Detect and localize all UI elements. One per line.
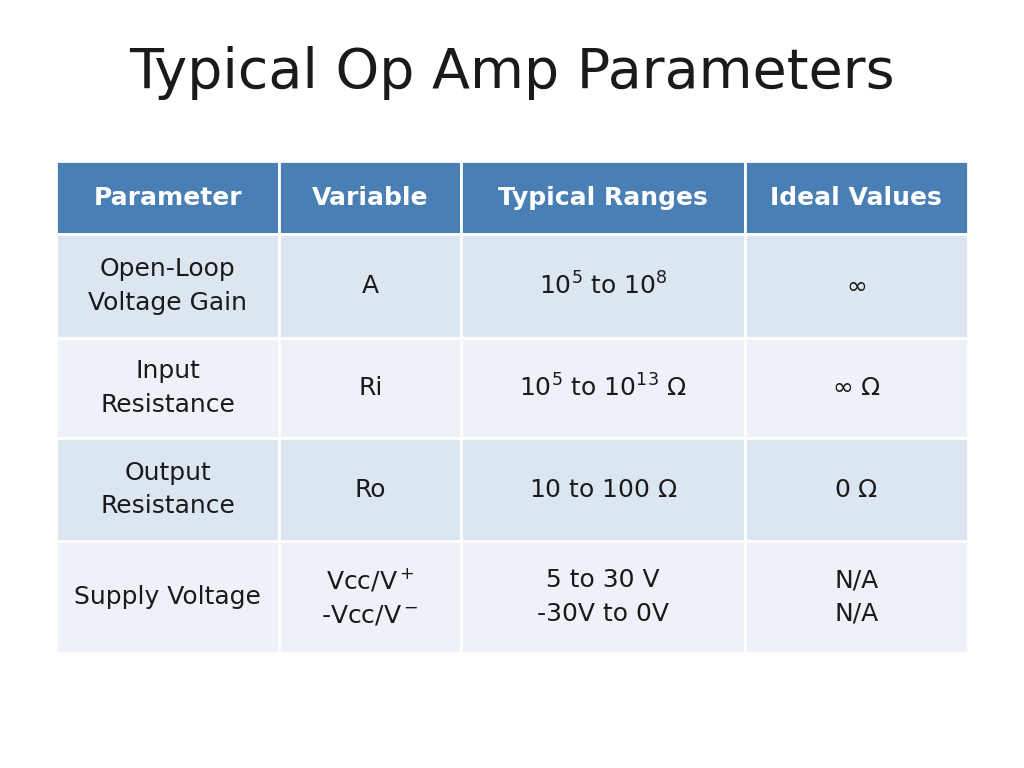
- Text: Variable: Variable: [312, 186, 428, 210]
- Text: Typical Op Amp Parameters: Typical Op Amp Parameters: [129, 46, 895, 100]
- FancyBboxPatch shape: [280, 438, 462, 541]
- FancyBboxPatch shape: [280, 541, 462, 653]
- Text: Ri: Ri: [358, 376, 382, 400]
- FancyBboxPatch shape: [280, 234, 462, 338]
- FancyBboxPatch shape: [462, 234, 744, 338]
- Text: A: A: [361, 274, 379, 298]
- Text: Output
Resistance: Output Resistance: [100, 461, 236, 518]
- Text: Ro: Ro: [354, 478, 386, 502]
- FancyBboxPatch shape: [56, 338, 280, 438]
- Text: Parameter: Parameter: [93, 186, 242, 210]
- FancyBboxPatch shape: [280, 338, 462, 438]
- FancyBboxPatch shape: [56, 541, 280, 653]
- Text: Supply Voltage: Supply Voltage: [75, 585, 261, 609]
- Text: $\infty$ $\Omega$: $\infty$ $\Omega$: [831, 376, 881, 400]
- FancyBboxPatch shape: [462, 161, 744, 234]
- FancyBboxPatch shape: [56, 234, 280, 338]
- FancyBboxPatch shape: [462, 541, 744, 653]
- FancyBboxPatch shape: [744, 541, 968, 653]
- FancyBboxPatch shape: [744, 234, 968, 338]
- FancyBboxPatch shape: [56, 161, 280, 234]
- Text: N/A
N/A: N/A N/A: [835, 568, 879, 626]
- FancyBboxPatch shape: [744, 438, 968, 541]
- Text: Ideal Values: Ideal Values: [770, 186, 942, 210]
- Text: $\infty$: $\infty$: [846, 274, 866, 298]
- Text: 5 to 30 V
-30V to 0V: 5 to 30 V -30V to 0V: [538, 568, 669, 626]
- Text: 10$^5$ to 10$^8$: 10$^5$ to 10$^8$: [539, 273, 668, 300]
- Text: Vcc/V$^+$
-Vcc/V$^-$: Vcc/V$^+$ -Vcc/V$^-$: [322, 567, 419, 627]
- FancyBboxPatch shape: [744, 338, 968, 438]
- Text: 0 $\Omega$: 0 $\Omega$: [835, 478, 879, 502]
- Text: Input
Resistance: Input Resistance: [100, 359, 236, 416]
- Text: Typical Ranges: Typical Ranges: [499, 186, 708, 210]
- FancyBboxPatch shape: [744, 161, 968, 234]
- FancyBboxPatch shape: [56, 438, 280, 541]
- FancyBboxPatch shape: [462, 438, 744, 541]
- Text: Open-Loop
Voltage Gain: Open-Loop Voltage Gain: [88, 257, 247, 315]
- Text: 10$^5$ to 10$^{13}$ $\Omega$: 10$^5$ to 10$^{13}$ $\Omega$: [519, 374, 687, 402]
- FancyBboxPatch shape: [462, 338, 744, 438]
- Text: 10 to 100 $\Omega$: 10 to 100 $\Omega$: [528, 478, 678, 502]
- FancyBboxPatch shape: [280, 161, 462, 234]
